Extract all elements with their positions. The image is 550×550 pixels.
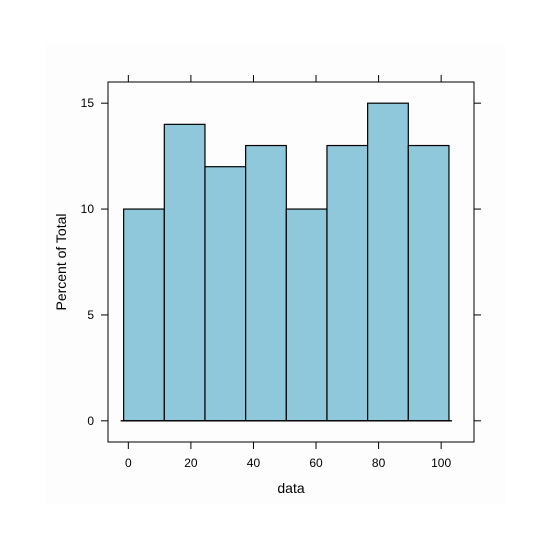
x-tick-label: 60 (309, 456, 323, 470)
histogram-bar (163, 123, 206, 422)
x-tick-label: 0 (125, 456, 132, 470)
x-tick-label: 80 (372, 456, 386, 470)
x-axis-title: data (277, 480, 304, 496)
y-tick-label: 15 (81, 96, 95, 110)
histogram-bar (245, 144, 287, 422)
histogram-bar (123, 208, 165, 422)
histogram-bar (367, 102, 409, 422)
ticks-layer: 0 20 40 60 80 100 0 5 10 15 (81, 75, 481, 470)
histogram-bar (407, 144, 450, 422)
histogram-bar (285, 208, 328, 422)
x-tick-label: 100 (431, 456, 451, 470)
x-tick-label: 40 (247, 456, 261, 470)
plot-panel-border (107, 81, 475, 443)
y-tick-label: 0 (87, 414, 94, 428)
y-axis-title: Percent of Total (53, 213, 69, 310)
histogram-bar (326, 144, 369, 422)
x-tick-label: 20 (184, 456, 198, 470)
histogram-bar (204, 166, 247, 422)
y-tick-label: 5 (87, 308, 94, 322)
y-tick-label: 10 (81, 202, 95, 216)
bars-layer (123, 102, 450, 422)
